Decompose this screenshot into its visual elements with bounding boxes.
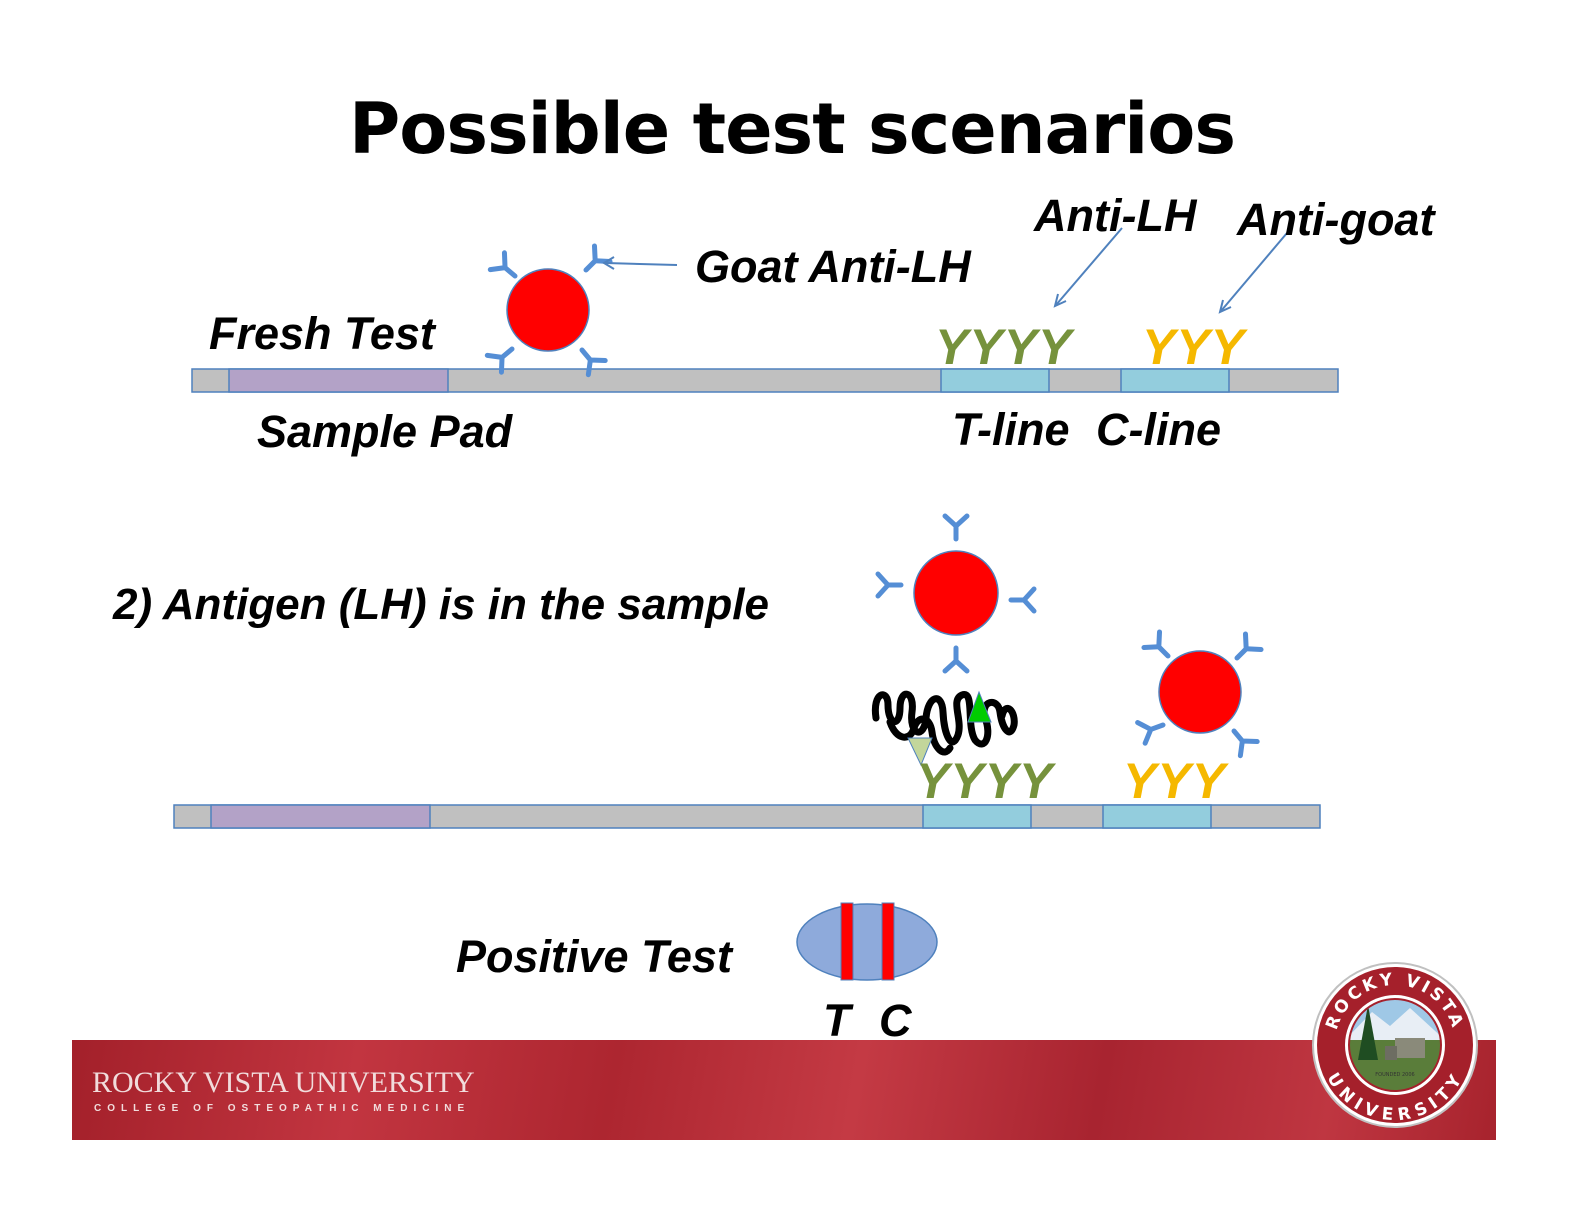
c-line-label: C-line [1096, 404, 1222, 455]
positive-test-label: Positive Test [456, 931, 732, 982]
fresh-test-strip [191, 368, 1339, 393]
c-line-zone [1120, 368, 1230, 393]
scenario-2-label: 2) Antigen (LH) is in the sample [113, 580, 769, 629]
t-line-antibodies-bottom: YYYY [916, 753, 1054, 809]
goat-anti-lh-label: Goat Anti-LH [695, 241, 971, 292]
footer-banner: ROCKY VISTA UNIVERSITY COLLEGE OF OSTEOP… [72, 1040, 1496, 1140]
anti-goat-label: Anti-goat [1237, 194, 1435, 245]
c-result-line [881, 902, 895, 981]
university-seal-logo: ROCKY VISTA UNIVERSITY FOUNDED 2006 [1312, 962, 1478, 1128]
university-wordmark: ROCKY VISTA UNIVERSITY [92, 1066, 475, 1099]
seal-founded-text: FOUNDED 2006 [1375, 1072, 1414, 1078]
sample-pad-label: Sample Pad [257, 406, 513, 457]
lh-antigen [871, 690, 1018, 767]
t-line-label: T-line [952, 404, 1070, 455]
label-arrows [602, 227, 1288, 314]
c-line-antibodies-bottom: YYY [1123, 753, 1227, 809]
positive-test-window [796, 902, 938, 981]
t-line-antibodies-top: YYYY [935, 319, 1073, 375]
bound-conjugate-particle [878, 516, 1034, 671]
t-line-zone [940, 368, 1050, 393]
page-title: Possible test scenarios [348, 88, 1236, 170]
free-conjugate-particle [1138, 632, 1261, 756]
anti-lh-label: Anti-LH [1034, 190, 1197, 241]
college-subtitle: COLLEGE OF OSTEOPATHIC MEDICINE [94, 1103, 471, 1114]
fresh-test-label: Fresh Test [209, 308, 435, 359]
sample-pad [228, 368, 449, 393]
c-result-label: C [879, 995, 912, 1046]
scenario-2-strip [173, 804, 1321, 829]
t-result-line [840, 902, 854, 981]
t-result-label: T [823, 995, 851, 1046]
c-line-antibodies-top: YYY [1142, 319, 1246, 375]
gold-conjugate-particle [487, 246, 610, 375]
